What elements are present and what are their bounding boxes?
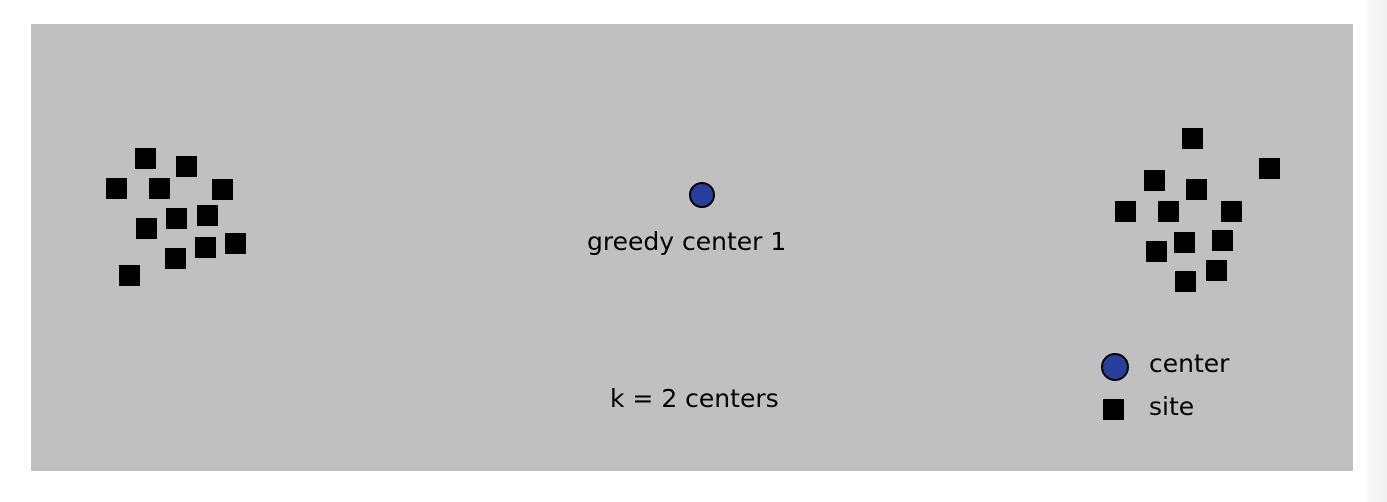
site: [106, 178, 127, 199]
site: [1144, 170, 1165, 191]
site: [1182, 128, 1203, 149]
site: [135, 148, 156, 169]
site: [1259, 158, 1280, 179]
site: [1174, 232, 1195, 253]
site: [165, 248, 186, 269]
legend-site-icon: [1103, 399, 1124, 420]
site: [136, 218, 157, 239]
greedy-center-label: greedy center 1: [587, 227, 787, 256]
legend-center-label: center: [1149, 349, 1230, 378]
site: [1115, 201, 1136, 222]
site: [1221, 201, 1242, 222]
site: [225, 233, 246, 254]
site: [149, 178, 170, 199]
page-edge-shadow: [1366, 0, 1387, 502]
diagram-canvas: [31, 24, 1353, 471]
legend-center-icon: [1101, 353, 1129, 381]
legend-site-label: site: [1149, 392, 1195, 421]
site: [176, 156, 197, 177]
site: [197, 205, 218, 226]
greedy-center-marker: [689, 182, 715, 208]
site: [1206, 260, 1227, 281]
site: [1186, 179, 1207, 200]
site: [1175, 271, 1196, 292]
site: [1146, 241, 1167, 262]
site: [166, 208, 187, 229]
site: [195, 237, 216, 258]
site: [119, 265, 140, 286]
k-centers-label: k = 2 centers: [610, 384, 779, 413]
site: [1158, 201, 1179, 222]
site: [1212, 230, 1233, 251]
site: [212, 179, 233, 200]
